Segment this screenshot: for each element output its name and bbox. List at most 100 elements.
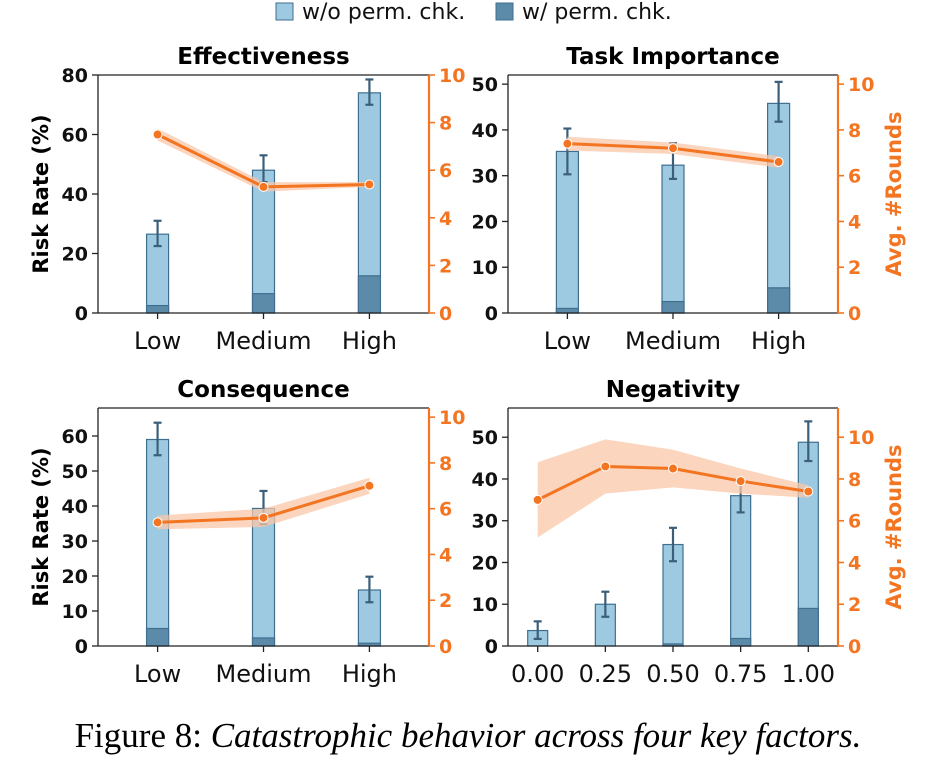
caption-text: Catastrophic behavior across four key fa… [210, 716, 862, 755]
y2tick-label: 0 [848, 636, 861, 658]
y2tick-label: 2 [439, 590, 452, 612]
errorbar-0-25 [601, 590, 610, 618]
ylabel-avg-rounds: Avg. #Rounds [882, 111, 906, 276]
y2tick-label: 4 [439, 208, 452, 230]
ytick-label: 20 [472, 211, 498, 233]
figure: w/o perm. chk. w/ perm. chk. 02040608002… [29, 0, 906, 688]
xtick-label-medium: Medium [216, 660, 312, 688]
rounds-point-high [364, 179, 375, 190]
y2tick-label: 6 [439, 499, 452, 521]
legend: w/o perm. chk. w/ perm. chk. [275, 0, 672, 25]
errorbar-low [153, 421, 162, 457]
y2tick-label: 8 [439, 113, 452, 135]
y2tick-label: 10 [439, 65, 465, 87]
errorbar-high [365, 78, 374, 106]
ytick-label: 80 [62, 65, 88, 87]
xtick-label-1-00: 1.00 [782, 660, 835, 688]
errorbar-1-00 [804, 420, 813, 463]
ytick-label: 0 [485, 303, 498, 325]
ylabel-avg-rounds: Avg. #Rounds [882, 444, 906, 609]
rounds-point-1-00 [803, 486, 814, 497]
bar-w-perm-medium [251, 637, 276, 647]
rounds-point-low [562, 138, 573, 149]
y2tick-label: 10 [439, 407, 465, 429]
ytick-label: 30 [472, 166, 498, 188]
errorbar-0-00 [533, 620, 542, 641]
y2tick-label: 8 [439, 453, 452, 475]
figure-caption: Figure 8: Catastrophic behavior across f… [0, 716, 936, 756]
ytick-label: 10 [472, 594, 498, 616]
ylabel-risk-rate: Risk Rate (%) [29, 114, 53, 273]
ytick-label: 30 [62, 531, 88, 553]
xtick-label-0-75: 0.75 [714, 660, 767, 688]
panel-title: Effectiveness [177, 44, 349, 70]
panel-effectiveness: 0 20 40 60 80 0 2 4 6 8 10 Low Medium High Effectivene… [29, 44, 465, 355]
panel-negativity: 0 10 20 30 40 50 0 2 4 6 8 10 0.00 0.25 0.50 0.75 1.00 Ne… [472, 377, 906, 688]
errorbar-high [774, 80, 783, 123]
rounds-point-medium [668, 143, 678, 154]
bar-w-perm-low [145, 627, 170, 647]
ytick-label: 50 [472, 427, 498, 449]
rounds-point-high [773, 156, 784, 167]
ytick-label: 0 [75, 636, 88, 658]
errorbar-high [365, 575, 374, 604]
legend-swatch-wo-perm-check [275, 2, 294, 21]
y2tick-label: 10 [848, 74, 874, 96]
bar-wo-perm-medium [251, 507, 276, 647]
ytick-label: 40 [62, 496, 88, 518]
y2tick-label: 2 [439, 255, 452, 277]
rounds-point-medium [258, 181, 269, 192]
ytick-label: 20 [62, 244, 88, 266]
legend-swatch-w-perm-check [495, 2, 514, 21]
bar-w-perm-high [766, 287, 791, 314]
ytick-label: 20 [472, 552, 498, 574]
bar-wo-perm-low [555, 150, 580, 314]
rounds-point-low [152, 129, 163, 140]
xtick-label-medium: Medium [216, 327, 312, 355]
xtick-label-0-50: 0.50 [646, 660, 699, 688]
panel-title: Task Importance [566, 44, 780, 70]
y2tick-label: 0 [439, 303, 452, 325]
bar-w-perm-high [357, 275, 382, 314]
ytick-label: 10 [472, 257, 498, 279]
bar-w-perm-low [145, 304, 170, 314]
xtick-label-0-00: 0.00 [511, 660, 564, 688]
ytick-label: 60 [62, 426, 88, 448]
y2tick-label: 4 [848, 552, 861, 574]
panel-title: Negativity [606, 377, 741, 403]
rounds-confidence-band [157, 477, 370, 530]
legend-label-wo-perm-check: w/o perm. chk. [302, 0, 465, 25]
bar-wo-perm-low [145, 438, 170, 647]
caption-label: Figure 8: [74, 716, 211, 755]
ylabel-risk-rate: Risk Rate (%) [29, 447, 53, 606]
panel-title: Consequence [177, 377, 349, 403]
xtick-label-high: High [342, 660, 397, 688]
bar-wo-perm-0-75 [730, 495, 752, 647]
ytick-label: 40 [472, 469, 498, 491]
panel-consequence: 0 10 20 30 40 50 60 0 2 4 6 8 10 Low Medium High Consequ… [29, 377, 465, 688]
ytick-label: 40 [472, 120, 498, 142]
bar-w-perm-1-00 [797, 607, 819, 647]
errorbar-low [563, 127, 572, 176]
bar-w-perm-medium [661, 300, 685, 314]
errorbar-0-50 [669, 526, 677, 563]
xtick-label-high: High [342, 327, 397, 355]
xtick-label-low: Low [544, 327, 591, 355]
xtick-label-medium: Medium [625, 327, 721, 355]
ytick-label: 0 [75, 303, 88, 325]
rounds-point-0-00 [532, 494, 543, 505]
y2tick-label: 10 [848, 427, 874, 449]
xtick-label-low: Low [134, 660, 181, 688]
ytick-label: 50 [62, 461, 88, 483]
xtick-label-0-25: 0.25 [579, 660, 632, 688]
y2tick-label: 0 [439, 636, 452, 658]
bar-w-perm-0-75 [730, 637, 752, 647]
rounds-confidence-band [537, 439, 809, 538]
rounds-point-medium [258, 512, 269, 523]
y2tick-label: 8 [848, 469, 861, 491]
y2tick-label: 6 [439, 160, 452, 182]
rounds-point-low [152, 517, 163, 528]
errorbar-low [153, 219, 162, 248]
rounds-point-0-75 [735, 476, 746, 487]
ytick-label: 40 [62, 184, 88, 206]
